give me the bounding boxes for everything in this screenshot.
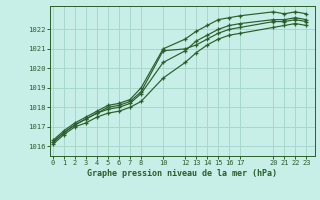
X-axis label: Graphe pression niveau de la mer (hPa): Graphe pression niveau de la mer (hPa) xyxy=(87,169,277,178)
